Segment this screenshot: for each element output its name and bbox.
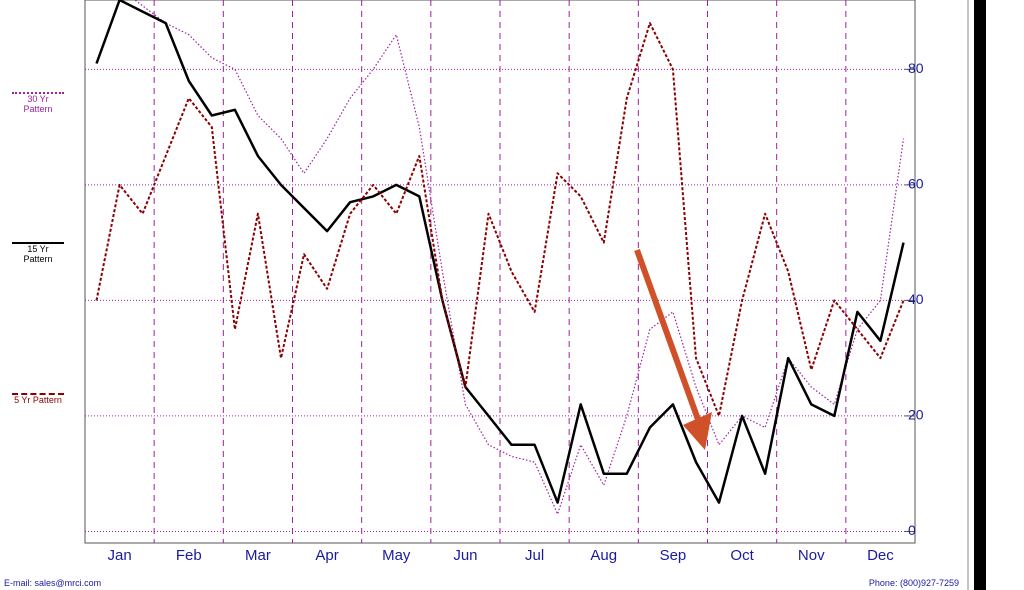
arrow: [634, 248, 712, 450]
legend-entry: 5 Yr Pattern: [12, 393, 64, 405]
y-tick-label: 20: [908, 407, 924, 423]
x-tick-label: Sep: [660, 547, 687, 564]
y-tick-label: 40: [908, 291, 924, 307]
x-tick-label: Jul: [525, 547, 544, 564]
right-bar: [974, 0, 986, 590]
x-tick-label: Apr: [315, 547, 338, 564]
series-line: [96, 0, 905, 515]
x-tick-label: Nov: [798, 547, 825, 564]
legend-entry: 30 Yr Pattern: [12, 92, 64, 114]
y-tick-label: 60: [908, 176, 924, 192]
x-tick-label: Dec: [867, 547, 894, 564]
x-tick-label: May: [382, 547, 411, 564]
footer-email: E-mail: sales@mrci.com: [4, 578, 102, 588]
y-tick-label: 80: [908, 60, 924, 76]
x-tick-label: Oct: [730, 547, 754, 564]
lines: [95, 0, 905, 515]
series-line: [95, 0, 905, 504]
series-line: [95, 22, 905, 417]
x-tick-label: Aug: [590, 547, 617, 564]
x-tick-label: Feb: [176, 547, 202, 564]
y-tick-label: 0: [908, 522, 916, 538]
footer-phone: Phone: (800)927-7259: [868, 578, 959, 588]
grid: 0 20 40 60 80 Jan Feb Mar Apr May Jun Jul Aug Sep Oct N…: [85, 0, 924, 564]
x-tick-label: Jan: [107, 547, 131, 564]
x-tick-label: Mar: [245, 547, 271, 564]
legend-entry: 15 Yr Pattern: [12, 242, 64, 264]
x-tick-label: Jun: [453, 547, 477, 564]
